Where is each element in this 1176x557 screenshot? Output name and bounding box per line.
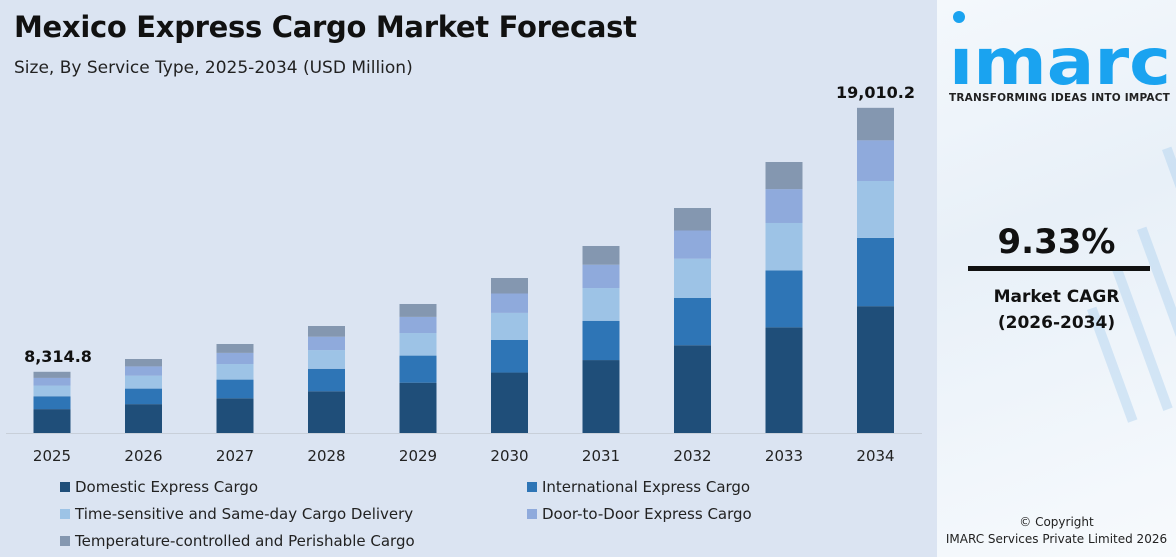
legend-item: Door-to-Door Express Cargo [527,505,752,523]
bar-segment-2025-s3 [33,377,71,386]
legend-item: Temperature-controlled and Perishable Ca… [60,532,415,550]
bar-segment-2027-s3 [216,352,254,365]
legend-swatch [60,482,70,492]
x-tick-label: 2027 [216,447,254,465]
bar-segment-2028-s4 [308,326,345,337]
bar-segment-2029-s3 [399,316,437,334]
bar-segment-2033-s1 [765,270,803,328]
background-decoration [1087,146,1176,423]
total-label: 19,010.2 [836,83,915,102]
tagline: TRANSFORMING IDEAS INTO IMPACT [949,92,1170,104]
bar-segment-2027-s4 [216,343,254,353]
x-tick-label: 2028 [307,447,345,465]
cagr-label: Market CAGR (2026-2034) [937,284,1176,336]
x-tick-label: 2029 [399,447,437,465]
bar-segment-2025-s4 [33,371,71,378]
cagr-label-text: Market CAGR [993,287,1120,307]
bar-segment-2028-s3 [308,336,345,351]
bar-segment-2030-s2 [491,312,528,341]
x-tick-label: 2032 [673,447,711,465]
chart-panel: Mexico Express Cargo Market Forecast Siz… [6,10,922,550]
bar-segment-2031-s2 [582,288,620,321]
bar-segment-2029-s2 [399,333,437,356]
cagr-period: (2026-2034) [997,313,1116,333]
bar-segment-2032-s1 [674,297,711,346]
bar-segment-2028-s2 [308,350,345,369]
total-label: 8,314.8 [24,347,92,366]
bar-segment-2034-s4 [857,107,894,141]
bar-segment-2025-s0 [33,409,71,433]
bar-segment-2028-s0 [308,391,345,433]
legend-item: International Express Cargo [527,478,750,496]
bar-segment-2033-s2 [765,222,803,271]
copyright: © Copyright IMARC Services Private Limit… [937,514,1176,548]
bar-segment-2034-s3 [857,140,894,181]
bar-segment-2029-s0 [399,382,437,433]
bar-segment-2029-s4 [399,303,437,317]
bar-segment-2025-s1 [33,396,71,410]
bar-segment-2032-s4 [674,208,711,231]
bar-segment-2029-s1 [399,355,437,383]
bar-segment-2034-s0 [857,306,894,433]
x-tick-label: 2030 [490,447,528,465]
legend-swatch [60,536,70,546]
legend-label: Temperature-controlled and Perishable Ca… [75,532,415,550]
copyright-owner: IMARC Services Private Limited 2026 [945,532,1168,546]
legend-swatch [527,482,537,492]
legend-item: Domestic Express Cargo [60,478,258,496]
bar-segment-2026-s1 [125,388,162,405]
legend-label: Door-to-Door Express Cargo [542,505,752,523]
bar-segment-2031-s4 [582,245,620,265]
bar-segment-2026-s3 [125,366,162,376]
chart-subtitle: Size, By Service Type, 2025-2034 (USD Mi… [14,58,413,78]
divider [968,266,1150,271]
bar-segment-2026-s2 [125,375,162,389]
x-tick-label: 2033 [765,447,803,465]
legend-label: Domestic Express Cargo [75,478,259,496]
bar-segment-2032-s2 [674,258,711,298]
bar-segment-2025-s2 [33,385,71,397]
bar-segment-2033-s4 [765,162,803,190]
x-tick-label: 2026 [124,447,162,465]
bar-segment-2031-s0 [582,360,620,433]
x-tick-label: 2031 [582,447,620,465]
info-panel: ımarc TRANSFORMING IDEAS INTO IMPACT 9.3… [937,0,1176,557]
bar-segment-2034-s2 [857,180,894,238]
bar-segment-2032-s3 [674,230,711,259]
x-tick-label: 2025 [33,447,71,465]
legend-label: Time-sensitive and Same-day Cargo Delive… [75,505,414,523]
copyright-symbol: © Copyright [1019,515,1094,529]
bar-segment-2031-s3 [582,264,620,289]
bar-segment-2027-s0 [216,398,254,433]
bar-segment-2028-s1 [308,368,345,392]
legend-item: Time-sensitive and Same-day Cargo Delive… [60,505,413,523]
bar-segment-2026-s4 [125,359,162,367]
chart-title: Mexico Express Cargo Market Forecast [14,10,637,44]
bar-segment-2026-s0 [125,404,162,433]
x-tick-label: 2034 [856,447,894,465]
cagr-value: 9.33% [997,222,1116,262]
legend-label: International Express Cargo [542,478,751,496]
bar-segment-2034-s1 [857,237,894,307]
bar-segment-2031-s1 [582,320,620,361]
bar-segment-2032-s0 [674,345,711,433]
bar-segment-2030-s0 [491,372,528,433]
bar-segment-2027-s1 [216,379,254,399]
imarc-logo: ımarc [949,11,1171,90]
bar-segment-2033-s0 [765,327,803,433]
bar-segment-2027-s2 [216,364,254,380]
legend-swatch [527,509,537,519]
legend-swatch [60,509,70,519]
bar-segment-2033-s3 [765,189,803,223]
bar-segment-2030-s3 [491,293,528,313]
bar-segment-2030-s1 [491,340,528,373]
svg-text:ımarc: ımarc [949,26,1171,90]
stacked-bar-chart: 2025 8,314.8 2026 2027 2028 2029 2030 2031 2032 2… [6,83,922,465]
bar-segment-2030-s4 [491,278,528,294]
